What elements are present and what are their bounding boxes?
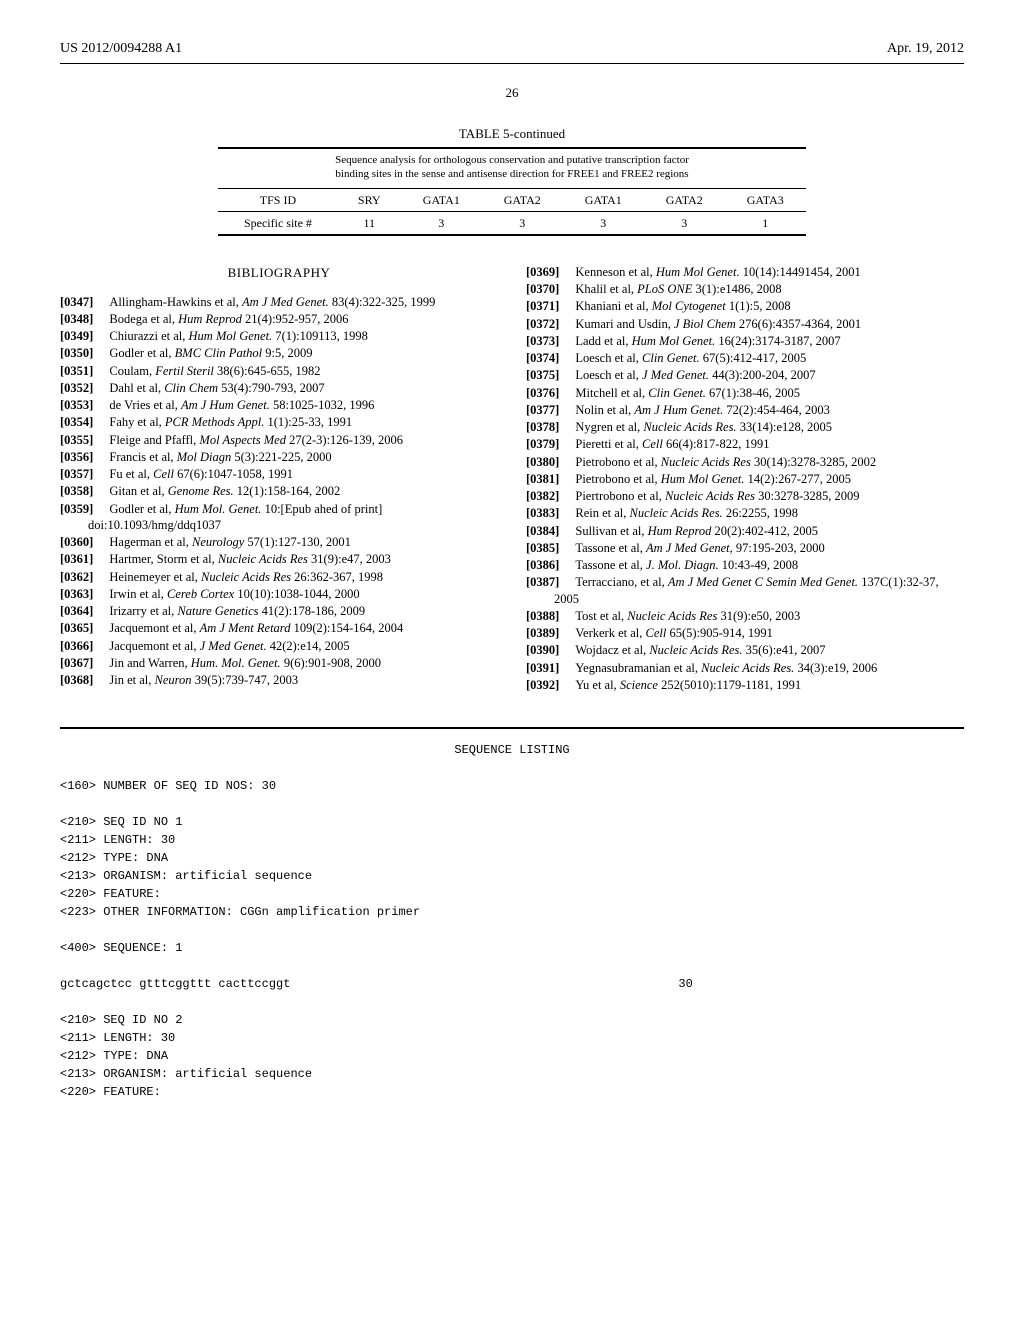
row-label: Specific site # bbox=[218, 211, 338, 235]
bibliography-columns: BIBLIOGRAPHY [0347] Allingham-Hawkins et… bbox=[60, 264, 964, 693]
ref-0372: [0372] Kumari and Usdin, J Biol Chem 276… bbox=[526, 316, 964, 332]
ref-0362: [0362] Heinemeyer et al, Nucleic Acids R… bbox=[60, 569, 498, 585]
sequence-data: gctcagctcc gtttcggttt cacttccggt bbox=[60, 975, 290, 993]
ref-0367: [0367] Jin and Warren, Hum. Mol. Genet. … bbox=[60, 655, 498, 671]
ref-0371: [0371] Khaniani et al, Mol Cytogenet 1(1… bbox=[526, 298, 964, 314]
col-gata3: GATA3 bbox=[725, 188, 806, 211]
seq-line: <212> TYPE: DNA bbox=[60, 1047, 964, 1065]
col-tfsid: TFS ID bbox=[218, 188, 338, 211]
cell: 1 bbox=[725, 211, 806, 235]
publication-date: Apr. 19, 2012 bbox=[887, 40, 964, 59]
seq-line: <213> ORGANISM: artificial sequence bbox=[60, 1065, 964, 1083]
seq-line: <223> OTHER INFORMATION: CGGn amplificat… bbox=[60, 903, 964, 921]
table-5: Sequence analysis for orthologous conser… bbox=[218, 147, 806, 236]
cell: 3 bbox=[401, 211, 482, 235]
header-rule bbox=[60, 63, 964, 64]
table-label: TABLE 5-continued bbox=[60, 125, 964, 143]
sequence-row: gctcagctcc gtttcggttt cacttccggt 30 bbox=[60, 975, 693, 993]
ref-0380: [0380] Pietrobono et al, Nucleic Acids R… bbox=[526, 454, 964, 470]
col-gata1b: GATA1 bbox=[563, 188, 644, 211]
ref-0359: [0359] Godler et al, Hum Mol. Genet. 10:… bbox=[60, 501, 498, 534]
col-gata2b: GATA2 bbox=[644, 188, 725, 211]
ref-0392: [0392] Yu et al, Science 252(5010):1179-… bbox=[526, 677, 964, 693]
ref-0386: [0386] Tassone et al, J. Mol. Diagn. 10:… bbox=[526, 557, 964, 573]
ref-0379: [0379] Pieretti et al, Cell 66(4):817-82… bbox=[526, 436, 964, 452]
ref-0356: [0356] Francis et al, Mol Diagn 5(3):221… bbox=[60, 449, 498, 465]
ref-0360: [0360] Hagerman et al, Neurology 57(1):1… bbox=[60, 534, 498, 550]
ref-0383: [0383] Rein et al, Nucleic Acids Res. 26… bbox=[526, 505, 964, 521]
sequence-length: 30 bbox=[678, 975, 692, 993]
ref-0355: [0355] Fleige and Pfaffl, Mol Aspects Me… bbox=[60, 432, 498, 448]
seq-line: <213> ORGANISM: artificial sequence bbox=[60, 867, 964, 885]
col-sry: SRY bbox=[338, 188, 401, 211]
bibliography-heading: BIBLIOGRAPHY bbox=[60, 264, 498, 282]
seq-line: <211> LENGTH: 30 bbox=[60, 1029, 964, 1047]
table-row: Specific site # 11 3 3 3 3 1 bbox=[218, 211, 806, 235]
cell: 11 bbox=[338, 211, 401, 235]
ref-0390: [0390] Wojdacz et al, Nucleic Acids Res.… bbox=[526, 642, 964, 658]
ref-0389: [0389] Verkerk et al, Cell 65(5):905-914… bbox=[526, 625, 964, 641]
ref-0354: [0354] Fahy et al, PCR Methods Appl. 1(1… bbox=[60, 414, 498, 430]
ref-0375: [0375] Loesch et al, J Med Genet. 44(3):… bbox=[526, 367, 964, 383]
ref-0373: [0373] Ladd et al, Hum Mol Genet. 16(24)… bbox=[526, 333, 964, 349]
seq-line: <210> SEQ ID NO 1 bbox=[60, 813, 964, 831]
ref-0348: [0348] Bodega et al, Hum Reprod 21(4):95… bbox=[60, 311, 498, 327]
ref-0347: [0347] Allingham-Hawkins et al, Am J Med… bbox=[60, 294, 498, 310]
sequence-listing-title: SEQUENCE LISTING bbox=[60, 741, 964, 759]
ref-0388: [0388] Tost et al, Nucleic Acids Res 31(… bbox=[526, 608, 964, 624]
ref-0363: [0363] Irwin et al, Cereb Cortex 10(10):… bbox=[60, 586, 498, 602]
cell: 3 bbox=[482, 211, 563, 235]
ref-0353: [0353] de Vries et al, Am J Hum Genet. 5… bbox=[60, 397, 498, 413]
ref-0358: [0358] Gitan et al, Genome Res. 12(1):15… bbox=[60, 483, 498, 499]
table-header-row: TFS ID SRY GATA1 GATA2 GATA1 GATA2 GATA3 bbox=[218, 188, 806, 211]
ref-0385: [0385] Tassone et al, Am J Med Genet, 97… bbox=[526, 540, 964, 556]
seq-line: <220> FEATURE: bbox=[60, 885, 964, 903]
ref-0351: [0351] Coulam, Fertil Steril 38(6):645-6… bbox=[60, 363, 498, 379]
ref-0357: [0357] Fu et al, Cell 67(6):1047-1058, 1… bbox=[60, 466, 498, 482]
seq-line: <212> TYPE: DNA bbox=[60, 849, 964, 867]
ref-0384: [0384] Sullivan et al, Hum Reprod 20(2):… bbox=[526, 523, 964, 539]
ref-0387: [0387] Terracciano, et al, Am J Med Gene… bbox=[526, 574, 964, 607]
ref-0376: [0376] Mitchell et al, Clin Genet. 67(1)… bbox=[526, 385, 964, 401]
ref-0370: [0370] Khalil et al, PLoS ONE 3(1):e1486… bbox=[526, 281, 964, 297]
ref-0391: [0391] Yegnasubramanian et al, Nucleic A… bbox=[526, 660, 964, 676]
col-gata2a: GATA2 bbox=[482, 188, 563, 211]
ref-0361: [0361] Hartmer, Storm et al, Nucleic Aci… bbox=[60, 551, 498, 567]
ref-0377: [0377] Nolin et al, Am J Hum Genet. 72(2… bbox=[526, 402, 964, 418]
ref-0382: [0382] Piertrobono et al, Nucleic Acids … bbox=[526, 488, 964, 504]
seq-line: <210> SEQ ID NO 2 bbox=[60, 1011, 964, 1029]
ref-0381: [0381] Pietrobono et al, Hum Mol Genet. … bbox=[526, 471, 964, 487]
sequence-listing: SEQUENCE LISTING <160> NUMBER OF SEQ ID … bbox=[60, 727, 964, 1101]
ref-0369: [0369] Kenneson et al, Hum Mol Genet. 10… bbox=[526, 264, 964, 280]
seq-line: <211> LENGTH: 30 bbox=[60, 831, 964, 849]
publication-number: US 2012/0094288 A1 bbox=[60, 40, 182, 59]
cell: 3 bbox=[644, 211, 725, 235]
ref-0365: [0365] Jacquemont et al, Am J Ment Retar… bbox=[60, 620, 498, 636]
ref-0378: [0378] Nygren et al, Nucleic Acids Res. … bbox=[526, 419, 964, 435]
table-caption: Sequence analysis for orthologous conser… bbox=[218, 148, 806, 188]
seq-line: <400> SEQUENCE: 1 bbox=[60, 939, 964, 957]
ref-0366: [0366] Jacquemont et al, J Med Genet. 42… bbox=[60, 638, 498, 654]
seq-line: <220> FEATURE: bbox=[60, 1083, 964, 1101]
cell: 3 bbox=[563, 211, 644, 235]
seq-line: <160> NUMBER OF SEQ ID NOS: 30 bbox=[60, 777, 964, 795]
ref-0350: [0350] Godler et al, BMC Clin Pathol 9:5… bbox=[60, 345, 498, 361]
ref-0374: [0374] Loesch et al, Clin Genet. 67(5):4… bbox=[526, 350, 964, 366]
ref-0352: [0352] Dahl et al, Clin Chem 53(4):790-7… bbox=[60, 380, 498, 396]
ref-0368: [0368] Jin et al, Neuron 39(5):739-747, … bbox=[60, 672, 498, 688]
ref-0349: [0349] Chiurazzi et al, Hum Mol Genet. 7… bbox=[60, 328, 498, 344]
ref-0364: [0364] Irizarry et al, Nature Genetics 4… bbox=[60, 603, 498, 619]
col-gata1a: GATA1 bbox=[401, 188, 482, 211]
page-number: 26 bbox=[60, 84, 964, 102]
